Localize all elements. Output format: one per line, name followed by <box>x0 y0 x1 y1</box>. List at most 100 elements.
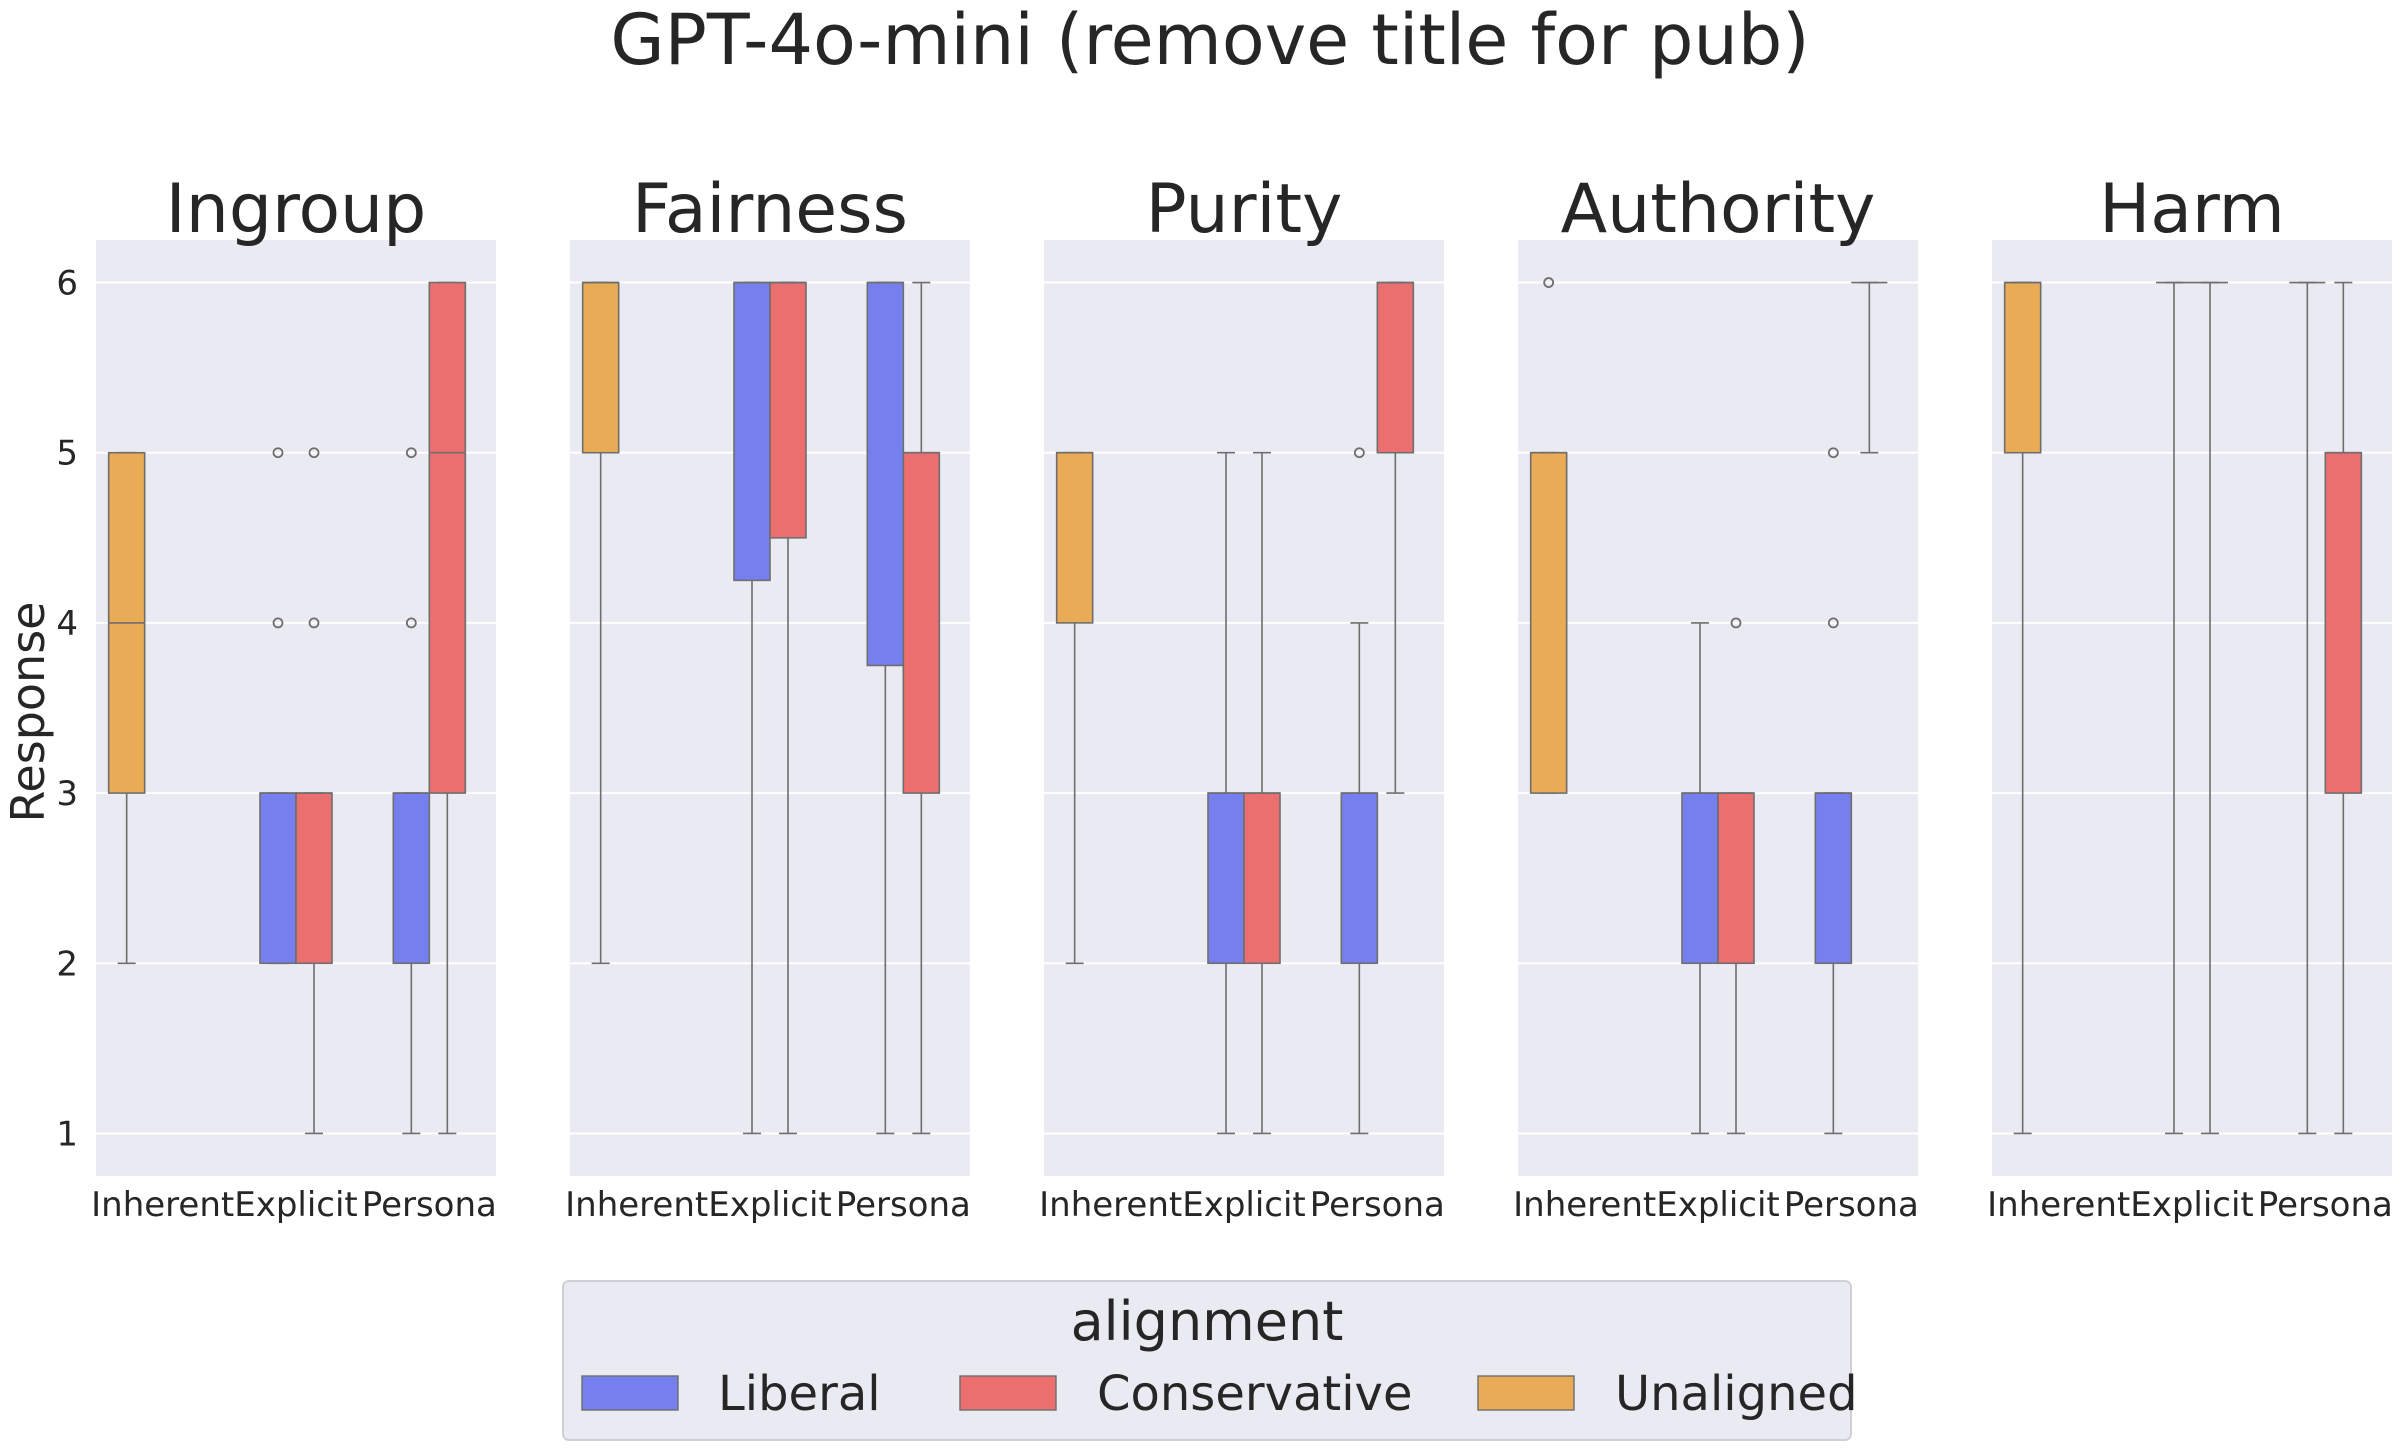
x-tick-label: Persona <box>1310 1185 1445 1225</box>
box-body <box>392 792 431 965</box>
box-body <box>2324 451 2363 794</box>
box-body <box>428 281 467 794</box>
x-tick-label: Inherent <box>1513 1185 1656 1225</box>
box-body <box>1529 451 1568 794</box>
outlier-point <box>1827 617 1839 629</box>
outlier-point <box>1543 277 1555 288</box>
x-tick-label: Persona <box>362 1185 497 1225</box>
outlier-point <box>1827 447 1839 459</box>
box-body <box>1207 792 1245 965</box>
box-body <box>1340 792 1379 965</box>
box-liberal-persona <box>392 447 431 1135</box>
box-conservative-persona <box>1851 281 1888 454</box>
y-tick-label: 5 <box>56 434 78 474</box>
box-body <box>1814 792 1853 965</box>
legend-swatch <box>581 1375 679 1411</box>
box-liberal-persona <box>2289 281 2326 1135</box>
x-tick-label: Explicit <box>1182 1185 1306 1225</box>
panel-title: Ingroup <box>166 170 427 249</box>
box-liberal-persona <box>1340 447 1379 1135</box>
legend-item-conservative: Conservative <box>959 1366 1413 1422</box>
box-body <box>295 792 333 965</box>
panel-authority: Authority Inherent Explicit Persona <box>1513 170 1919 1225</box>
legend-item-liberal: Liberal <box>581 1366 881 1422</box>
panel-title: Purity <box>1146 170 1343 249</box>
box-conservative-explicit <box>2192 281 2228 1135</box>
box-conservative-persona <box>2324 281 2363 1135</box>
box-body <box>733 281 771 582</box>
box-body <box>259 792 297 965</box>
legend-label: Unaligned <box>1615 1366 1858 1422</box>
y-tick-label: 1 <box>56 1114 78 1154</box>
box-unaligned-inherent <box>1055 451 1094 965</box>
x-tick-label: Explicit <box>708 1185 832 1225</box>
legend-label: Conservative <box>1097 1366 1413 1422</box>
panel-fairness: Fairness Inherent Explicit Persona <box>565 170 971 1225</box>
box-conservative-persona <box>428 281 467 1135</box>
outlier-point <box>405 447 417 459</box>
box-body <box>2003 281 2042 454</box>
box-body <box>1681 792 1719 965</box>
panel-background <box>1518 240 1918 1176</box>
box-unaligned-inherent <box>2003 281 2042 1135</box>
box-conservative-explicit <box>1243 451 1281 1135</box>
outlier-point <box>308 617 320 629</box>
legend-item-unaligned: Unaligned <box>1477 1366 1858 1422</box>
box-liberal-explicit <box>733 281 771 1135</box>
outlier-point <box>272 447 284 459</box>
panel-title: Authority <box>1561 170 1876 249</box>
box-conservative-explicit <box>769 281 807 1135</box>
x-tick-label: Inherent <box>91 1185 234 1225</box>
panel-harm: Harm Inherent Explicit Persona <box>1987 170 2393 1225</box>
legend-label: Liberal <box>718 1366 881 1422</box>
box-unaligned-inherent <box>581 281 620 965</box>
x-tick-label: Explicit <box>2130 1185 2254 1225</box>
box-body <box>769 281 807 539</box>
box-body <box>1376 281 1415 454</box>
box-conservative-persona <box>1376 281 1415 794</box>
box-liberal-persona <box>866 281 905 1135</box>
panel-purity: Purity Inherent Explicit Persona <box>1039 170 1445 1225</box>
legend-title: alignment <box>1071 1290 1344 1353</box>
box-liberal-explicit <box>2156 281 2192 1135</box>
x-tick-label: Persona <box>1784 1185 1919 1225</box>
panel-ingroup: Ingroup 1 2 3 4 5 6 Inherent Explicit Persona <box>56 170 497 1225</box>
y-axis-label: Response <box>1 602 55 823</box>
y-tick-label: 2 <box>56 944 78 984</box>
box-body <box>1717 792 1755 965</box>
x-tick-label: Explicit <box>1656 1185 1780 1225</box>
x-tick-label: Persona <box>2258 1185 2393 1225</box>
outlier-point <box>405 617 417 629</box>
x-tick-label: Inherent <box>565 1185 708 1225</box>
outlier-point <box>1730 617 1742 629</box>
x-tick-label: Inherent <box>1039 1185 1182 1225</box>
box-body <box>581 281 620 454</box>
x-tick-label: Persona <box>836 1185 971 1225</box>
box-body <box>1243 792 1281 965</box>
outlier-point <box>308 447 320 459</box>
figure-title: GPT-4o-mini (remove title for pub) <box>610 0 1809 81</box>
panel-title: Harm <box>2099 170 2285 249</box>
box-conservative-persona <box>902 281 941 1135</box>
outlier-point <box>272 617 284 629</box>
y-tick-label: 6 <box>56 264 78 304</box>
legend: alignment Liberal Conservative Unaligned <box>562 1280 1858 1441</box>
x-tick-label: Explicit <box>234 1185 358 1225</box>
box-unaligned-inherent <box>107 451 146 965</box>
legend-swatch <box>959 1375 1057 1411</box>
box-body <box>902 451 941 794</box>
legend-entries: Liberal Conservative Unaligned <box>581 1366 1858 1422</box>
box-body <box>1055 451 1094 624</box>
box-conservative-explicit <box>1717 617 1755 1135</box>
box-liberal-persona <box>1814 447 1853 1135</box>
y-tick-label: 4 <box>56 604 78 644</box>
box-conservative-explicit <box>295 447 333 1135</box>
legend-swatch <box>1477 1375 1575 1411</box>
x-tick-label: Inherent <box>1987 1185 2130 1225</box>
panel-title: Fairness <box>632 170 908 249</box>
outlier-point <box>1353 447 1365 459</box>
box-liberal-explicit <box>1207 451 1245 1135</box>
box-unaligned-inherent <box>1529 277 1568 794</box>
